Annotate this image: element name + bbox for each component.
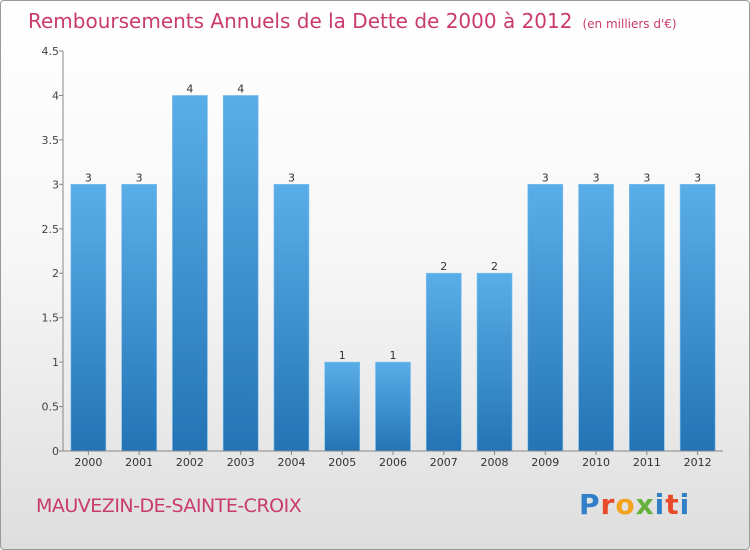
y-tick-label: 1	[52, 356, 59, 369]
bar-2011	[629, 184, 665, 452]
bar-2003	[222, 95, 259, 452]
x-tick-label: 2009	[531, 456, 559, 469]
x-tick-label: 2007	[430, 456, 458, 469]
proxiti-logo: Proxiti	[579, 488, 691, 521]
x-tick-label: 2003	[227, 456, 255, 469]
chart-title: Remboursements Annuels de la Dette de 20…	[28, 9, 677, 33]
x-tick-label: 2012	[684, 456, 712, 469]
chart-unit: (en milliers d'€)	[582, 17, 677, 31]
bars-group: 3 3 4 4 3 1 1 2 2 3 3 3 3	[70, 82, 716, 452]
x-tick-label: 2006	[379, 456, 407, 469]
commune-name: MAUVEZIN-DE-SAINTE-CROIX	[36, 495, 302, 517]
chart-title-text: Remboursements Annuels de la Dette de 20…	[28, 9, 573, 33]
data-label: 4	[186, 82, 193, 95]
data-label: 3	[542, 171, 549, 184]
bar-2002	[172, 95, 208, 452]
data-label: 1	[339, 349, 346, 362]
y-tick-label: 1.5	[42, 312, 60, 325]
bar-2000	[70, 184, 107, 452]
y-tick-label: 3.5	[42, 134, 60, 147]
data-label: 3	[694, 171, 701, 184]
y-tick-label: 2	[52, 267, 59, 280]
y-tick-label: 0.5	[42, 401, 60, 414]
data-label: 3	[593, 171, 600, 184]
data-label: 3	[85, 171, 92, 184]
bar-2006	[375, 361, 411, 452]
x-tick-label: 2008	[481, 456, 509, 469]
bar-2004	[273, 184, 310, 452]
data-label: 2	[491, 260, 498, 273]
y-tick-label: 4	[52, 89, 59, 102]
bar-2010	[578, 184, 614, 452]
y-tick-label: 2.5	[42, 223, 60, 236]
data-label: 3	[136, 171, 143, 184]
data-label: 3	[643, 171, 650, 184]
x-tick-label: 2000	[74, 456, 102, 469]
data-label: 4	[237, 82, 244, 95]
data-label: 2	[440, 260, 447, 273]
x-tick-label: 2010	[582, 456, 610, 469]
y-tick-label: 4.5	[42, 45, 60, 58]
data-label: 1	[390, 349, 397, 362]
x-tick-label: 2005	[328, 456, 356, 469]
bar-2005	[324, 361, 361, 452]
x-tick-label: 2011	[633, 456, 661, 469]
bar-2008	[476, 272, 513, 452]
x-tick-label: 2004	[277, 456, 305, 469]
bar-2007	[425, 272, 462, 452]
bar-chart: 3 3 4 4 3 1 1 2 2 3 3 3 3 0 0.5 1 1.5 2 2.5 3 3.5 4 4.5 2000 20…	[42, 45, 723, 469]
x-tick-label: 2002	[176, 456, 204, 469]
x-tick-label: 2001	[125, 456, 153, 469]
data-label: 3	[288, 171, 295, 184]
bar-2009	[527, 184, 564, 452]
y-tick-label: 0	[52, 445, 59, 458]
bar-2001	[121, 184, 157, 452]
bar-2012	[679, 184, 716, 452]
axes-group: 0 0.5 1 1.5 2 2.5 3 3.5 4 4.5 2000 2001 2002 2003 2004…	[42, 45, 723, 469]
y-tick-label: 3	[52, 178, 59, 191]
